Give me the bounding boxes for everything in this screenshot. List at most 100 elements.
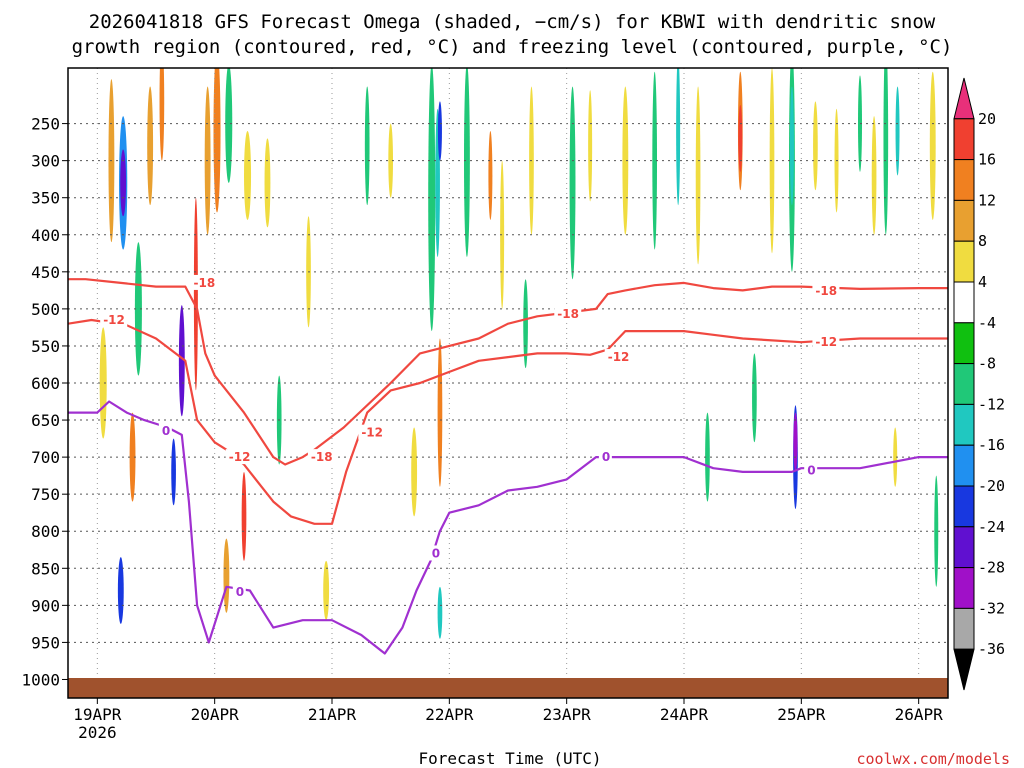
contour-label--12C-4: -12 [815, 335, 837, 349]
plot-area: -18 -18 -18 -18 -12 -12 -12 -12 -12 0 0 0 0 0 [67, 67, 949, 699]
omega-patch-57 [929, 71, 936, 220]
colorbar-label--4: -4 [978, 314, 996, 332]
omega-patch-14 [213, 68, 221, 213]
colorbar-band-9 [953, 444, 975, 487]
omega-patch-1 [120, 149, 127, 217]
colorbar-band-bottom [953, 648, 975, 691]
colorbar-label--36: -36 [978, 640, 1005, 658]
contour-label-bg-0C-1 [232, 584, 246, 600]
x-tick-label-22APR: 22APR [425, 705, 474, 724]
contour-label-0C-2: 0 [432, 546, 440, 560]
omega-patch-48 [789, 86, 794, 206]
omega-patch-16 [244, 131, 252, 220]
temperature-contours: -18 -18 -18 -18 -12 -12 -12 -12 -12 0 0 0 0 0 [68, 274, 948, 655]
contour-label--18C-0: -18 [194, 276, 216, 290]
colorbar-label--8: -8 [978, 355, 996, 373]
omega-patch-15 [225, 68, 233, 183]
gridlines [68, 68, 948, 698]
x-tick-label-19APR: 19APR [73, 705, 122, 724]
omega-patch-7 [117, 557, 124, 624]
y-tick-label-700: 700 [31, 448, 60, 467]
omega-patch-40 [676, 68, 681, 206]
contour-label-bg--12C-4 [812, 334, 840, 350]
omega-patch-19 [264, 138, 271, 228]
colorbar-band-3 [953, 199, 975, 242]
omega-patch-28 [437, 338, 443, 487]
y-tick-label-950: 950 [31, 633, 60, 652]
x-axis-title: Forecast Time (UTC) [418, 749, 601, 768]
contour-label--18C-2: -18 [557, 307, 579, 321]
x-tick-label-26APR: 26APR [895, 705, 944, 724]
colorbar-band-11 [953, 526, 975, 569]
x-tick-sublabel-19APR: 2026 [78, 723, 117, 742]
contour-label-bg--18C-3 [812, 283, 840, 299]
colorbar-label-16: 16 [978, 151, 996, 169]
source-credit: coolwx.com/models [856, 750, 1010, 768]
colorbar-label--28: -28 [978, 559, 1005, 577]
y-tick-label-300: 300 [31, 152, 60, 171]
x-tick-label-20APR: 20APR [191, 705, 240, 724]
colorbar-band-12 [953, 567, 975, 609]
contour--18C [68, 278, 948, 466]
contour-label--18C-1: -18 [311, 450, 333, 464]
y-tick-label-550: 550 [31, 337, 60, 356]
colorbar-label--16: -16 [978, 436, 1005, 454]
colorbar-label-20: 20 [978, 110, 996, 128]
contour-label-0C-0: 0 [162, 424, 170, 438]
colorbar-band-10 [953, 485, 975, 528]
omega-patch-55 [883, 68, 889, 235]
contour-label-bg--12C-2 [358, 424, 386, 440]
x-tick-label-23APR: 23APR [543, 705, 592, 724]
colorbar: 20 16 12 8 4 -4 -8 -12 -16 -20 -24 -28 -32 -36 [953, 77, 1005, 691]
contour-label-bg-0C-0 [158, 423, 172, 439]
omega-patch-11 [171, 438, 176, 506]
omega-patch-24 [388, 123, 394, 198]
y-tick-label-500: 500 [31, 300, 60, 319]
colorbar-label--32: -32 [978, 599, 1005, 617]
contour-label--18C-3: -18 [815, 284, 837, 298]
omega-patch-37 [588, 90, 593, 202]
omega-patch-10 [178, 305, 185, 417]
colorbar-band-1 [953, 118, 975, 161]
omega-patch-12 [193, 197, 198, 391]
y-tick-label-850: 850 [31, 559, 60, 578]
y-tick-label-350: 350 [31, 189, 60, 208]
contour-label-bg--12C-0 [100, 312, 128, 327]
omega-patch-46 [769, 68, 775, 254]
contour-label-0C-1: 0 [236, 585, 244, 599]
contour-label-0C-3: 0 [602, 450, 610, 464]
omega-patch-18 [223, 538, 230, 613]
y-tick-label-600: 600 [31, 374, 60, 393]
contour--12C [68, 318, 948, 525]
omega-patch-36 [569, 86, 576, 280]
colorbar-band-5 [953, 281, 975, 324]
omega-patch-8 [159, 68, 165, 161]
colorbar-band-7 [953, 363, 975, 405]
omega-patch-50 [793, 412, 798, 472]
omega-patch-56 [895, 86, 900, 176]
colorbar-label-4: 4 [978, 273, 987, 291]
omega-patch-25 [428, 68, 436, 332]
omega-patch-29 [411, 427, 418, 517]
colorbar-band-4 [953, 240, 975, 283]
y-tick-label-750: 750 [31, 485, 60, 504]
omega-patch-58 [934, 475, 939, 587]
y-tick-label-450: 450 [31, 263, 60, 282]
omega-patch-6 [129, 412, 136, 502]
contour-label-bg-0C-4 [804, 462, 818, 478]
colorbar-label--24: -24 [978, 518, 1005, 536]
y-tick-label-250: 250 [31, 115, 60, 134]
colorbar-label-8: 8 [978, 232, 987, 250]
omega-patch-45 [752, 353, 757, 443]
omega-patch-44 [705, 412, 710, 502]
contour-label--12C-0: -12 [103, 313, 125, 327]
omega-patch-4 [134, 242, 142, 376]
omega-patch-39 [652, 71, 658, 250]
y-tick-label-400: 400 [31, 226, 60, 245]
colorbar-band-13 [953, 607, 975, 650]
y-axis: 250 300 350 400 450 500 550 600 650 700 750 800 850 9… [21, 115, 68, 689]
omega-patch-3 [147, 86, 154, 206]
omega-patch-22 [323, 560, 330, 621]
